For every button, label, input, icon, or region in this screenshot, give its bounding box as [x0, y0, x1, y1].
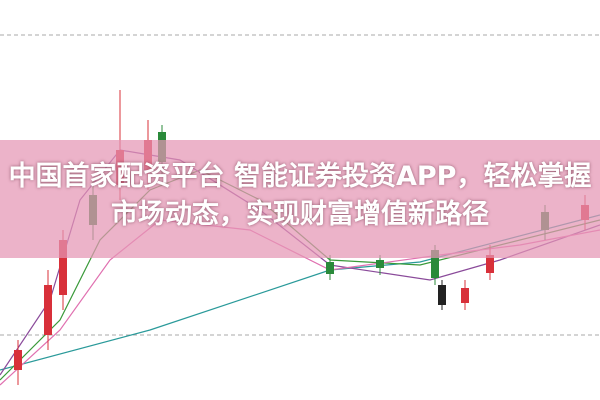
candle	[431, 250, 439, 278]
banner-title: 中国首家配资平台 智能证券投资APP，轻松掌握市场动态，实现财富增值新路径	[8, 161, 592, 230]
candle	[461, 288, 469, 303]
title-band	[0, 140, 600, 258]
candle	[486, 255, 494, 273]
candle	[376, 260, 384, 268]
candle	[59, 240, 67, 295]
candle	[326, 262, 334, 274]
candle	[44, 285, 52, 335]
candle	[438, 285, 446, 305]
candle	[14, 350, 22, 370]
